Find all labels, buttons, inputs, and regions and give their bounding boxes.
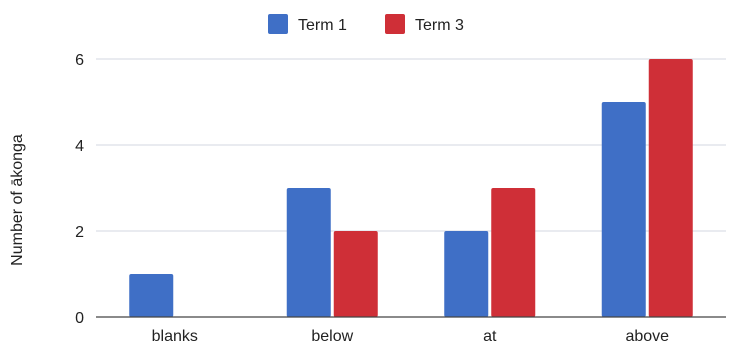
y-tick-label: 4: [75, 138, 84, 155]
x-tick-label-at: at: [483, 328, 497, 342]
x-tick-label-blanks: blanks: [152, 328, 198, 342]
legend: Term 1 Term 3: [268, 14, 464, 34]
legend-swatch-term-1: [268, 14, 288, 34]
bar-above-term-3: [648, 59, 693, 317]
bar-above-term-1: [601, 102, 646, 317]
bar-at-term-3: [491, 188, 536, 317]
legend-swatch-term-3: [385, 14, 405, 34]
x-axis-ticks: blanks below at above: [152, 328, 670, 342]
y-tick-label: 2: [75, 224, 84, 241]
y-tick-label: 0: [75, 310, 84, 327]
bar-blanks-term-1: [129, 274, 174, 317]
y-axis-title: Number of ākonga: [9, 134, 26, 266]
bars: [129, 59, 693, 317]
bar-below-term-1: [286, 188, 331, 317]
x-tick-label-above: above: [625, 328, 669, 342]
y-tick-label: 6: [75, 52, 84, 69]
bar-at-term-1: [444, 231, 489, 317]
legend-label-term-3: Term 3: [415, 17, 464, 34]
legend-label-term-1: Term 1: [298, 17, 347, 34]
bar-below-term-3: [333, 231, 378, 317]
y-axis-ticks: 0 2 4 6: [75, 52, 84, 327]
x-tick-label-below: below: [311, 328, 353, 342]
